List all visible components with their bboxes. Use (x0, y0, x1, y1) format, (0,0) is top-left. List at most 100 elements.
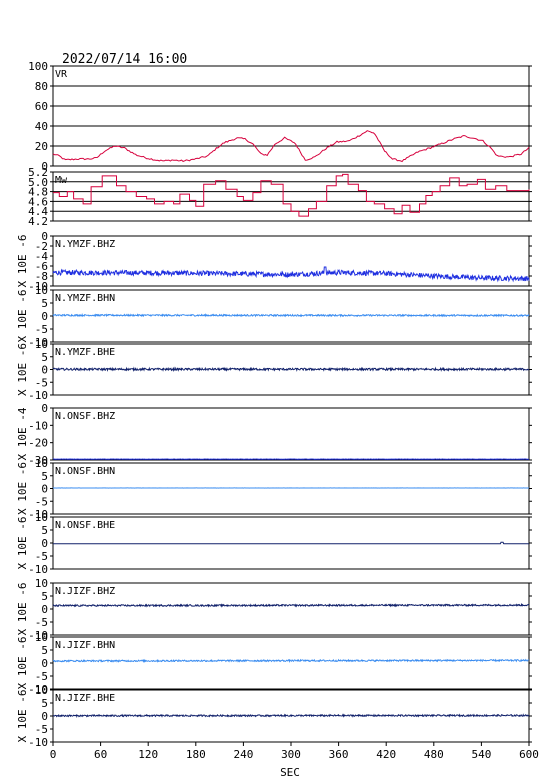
y-tick-label: -5 (35, 376, 48, 389)
y-tick-label: 10 (35, 631, 48, 644)
y-tick-label: -10 (28, 389, 48, 402)
y-tick-label: 10 (35, 338, 48, 351)
y-tick-label: -5 (35, 323, 48, 336)
y-tick-label: 5 (41, 470, 48, 483)
y-tick-label: -10 (28, 336, 48, 349)
y-tick-label: 0 (41, 402, 48, 415)
panel-frame (52, 407, 530, 461)
y-tick-label: -30 (28, 454, 48, 467)
unit-label: X 10E -6 (16, 517, 29, 570)
y-tick-label: 5 (41, 644, 48, 657)
panel-label: N.JIZF.BHN (55, 640, 115, 651)
y-tick-label: 10 (35, 457, 48, 470)
x-tick-label: 60 (94, 748, 107, 761)
y-tick-label: -10 (28, 736, 48, 749)
panel-label: N.YMZF.BHE (55, 347, 115, 358)
series-line (52, 713, 530, 718)
x-tick-label: 0 (50, 748, 57, 761)
y-tick-label: -10 (28, 280, 48, 293)
unit-label: X 10E -6 (16, 637, 29, 690)
panel-frame (52, 516, 530, 570)
unit-label: X 10E -6 (16, 462, 29, 515)
panel-vr: 100 80 60 40 20 0 VR (28, 60, 532, 173)
x-tick-label: 300 (281, 748, 301, 761)
panel-frame (52, 636, 530, 690)
series-line (52, 658, 530, 663)
y-tick-label: 0 (41, 364, 48, 377)
panel-mw: 5.25.04.84.64.44.2 Mw (28, 166, 532, 228)
unit-label: X 10E -6 (16, 343, 29, 396)
series-line (52, 130, 530, 163)
panel-n-onsf-bhz: 0 -10 -20 -30 N.ONSF.BHZ X 10E -4 (16, 402, 532, 467)
panel-label: N.ONSF.BHZ (55, 411, 115, 422)
y-tick-label: 4.8 (28, 186, 48, 199)
series-line (52, 602, 530, 608)
y-tick-label: -6 (35, 260, 48, 273)
panel-label: Mw (55, 175, 68, 186)
x-tick-label: 360 (329, 748, 349, 761)
panel-n-ymzf-bhz: 0-2-4-6-8-10 N.YMZF.BHZ X 10E -6 (16, 230, 532, 293)
series-line (53, 173, 530, 217)
panel-label: VR (55, 69, 68, 80)
y-tick-label: -5 (35, 616, 48, 629)
y-tick-label: -10 (28, 683, 48, 696)
unit-label: X 10E -6 (16, 290, 29, 343)
panel-frame (52, 235, 530, 287)
y-tick-label: 5.2 (28, 166, 48, 179)
x-axis-label: SEC (280, 766, 300, 779)
series-line (52, 366, 530, 373)
panel-label: N.JIZF.BHE (55, 693, 115, 704)
y-tick-label: 5 (41, 297, 48, 310)
y-tick-label: 10 (35, 577, 48, 590)
y-tick-label: 4.2 (28, 215, 48, 228)
y-tick-label: -10 (28, 563, 48, 576)
y-tick-label: 80 (35, 80, 48, 93)
y-tick-label: 60 (35, 100, 48, 113)
panel-frame (52, 171, 530, 222)
y-tick-label: -5 (35, 550, 48, 563)
unit-label: X 10E -4 (16, 407, 29, 460)
chart-panels: 100806040200VR5.25.04.84.64.44.2Mw0-2-4-… (16, 60, 532, 749)
y-tick-label: 0 (41, 160, 48, 173)
y-tick-label: -10 (28, 508, 48, 521)
panel-label: N.YMZF.BHZ (55, 239, 115, 250)
y-tick-label: 0 (41, 657, 48, 670)
y-tick-label: 5.0 (28, 176, 48, 189)
y-tick-label: 10 (35, 684, 48, 697)
y-tick-label: 5 (41, 590, 48, 603)
y-tick-label: -5 (35, 723, 48, 736)
panel-frame (52, 582, 530, 636)
series-line (52, 266, 530, 283)
panel-label: N.ONSF.BHN (55, 466, 115, 477)
x-axis: 0 60 120 180 240 300 360 420 480 540 600 (50, 742, 539, 761)
y-tick-label: 5 (41, 351, 48, 364)
y-tick-label: -4 (35, 250, 49, 263)
x-tick-label: 600 (519, 748, 539, 761)
x-tick-label: 540 (471, 748, 491, 761)
y-tick-label: 5 (41, 524, 48, 537)
panel-label: N.ONSF.BHE (55, 520, 115, 531)
y-tick-label: -8 (35, 270, 48, 283)
y-tick-label: 10 (35, 511, 48, 524)
y-tick-label: 0 (41, 537, 48, 550)
unit-label: X 10E -6 (16, 235, 29, 288)
x-tick-label: 480 (424, 748, 444, 761)
unit-label: X 10E -6 (16, 583, 29, 636)
panel-label: N.YMZF.BHN (55, 293, 115, 304)
y-tick-label: 4.6 (28, 195, 48, 208)
x-tick-label: 240 (233, 748, 253, 761)
x-tick-label: 420 (376, 748, 396, 761)
y-tick-label: 10 (35, 284, 48, 297)
unit-label: X 10E -6 (16, 690, 29, 743)
y-tick-label: 100 (28, 60, 48, 73)
y-tick-label: -2 (35, 240, 48, 253)
y-tick-label: 0 (41, 603, 48, 616)
